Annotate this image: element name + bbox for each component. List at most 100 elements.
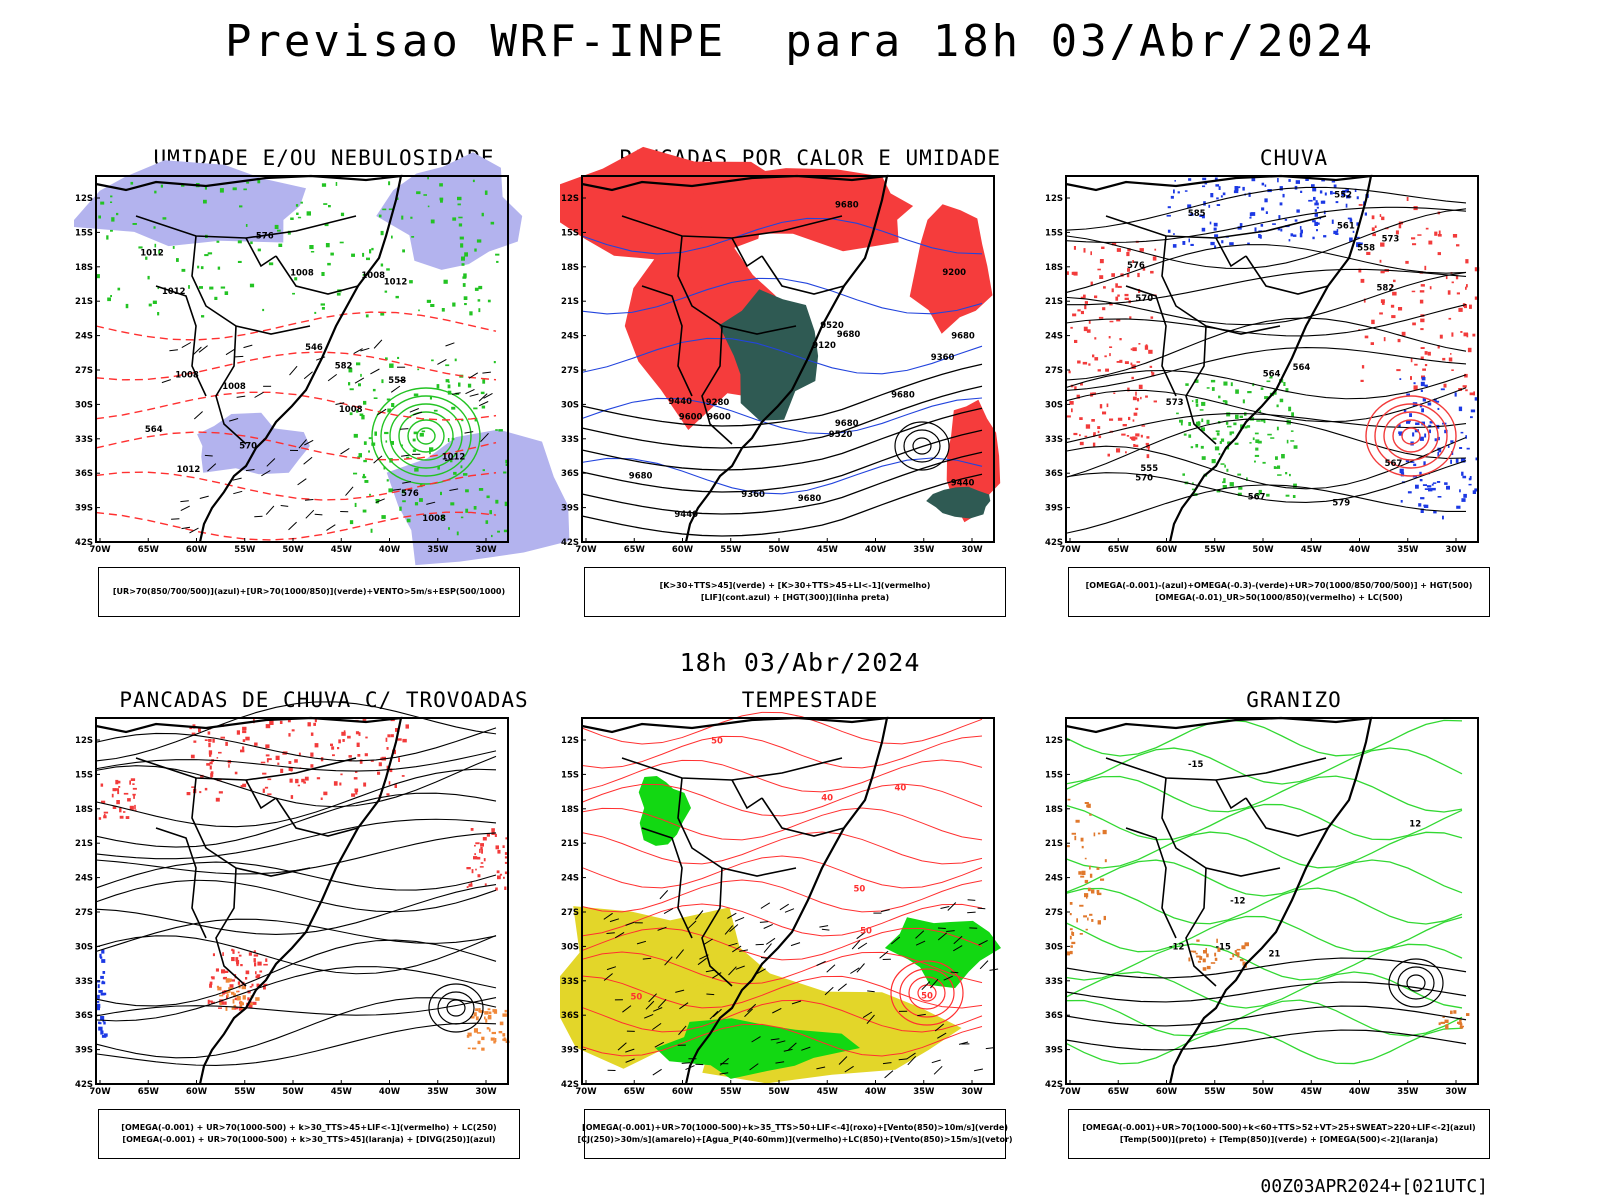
wind-850-vector: [735, 965, 745, 970]
wind-850-vector: [879, 950, 889, 959]
humidity-low-cell: [154, 190, 157, 194]
rain-cell: [1069, 401, 1074, 405]
temp-850-contour: [1065, 915, 1463, 953]
lon-tick-label: 70W: [575, 1087, 597, 1097]
lat-tick-label: 42S: [1045, 1080, 1063, 1090]
omega-500-cell: [1190, 950, 1194, 953]
rain-omega-cell: [1316, 206, 1319, 209]
rain-omega-cell: [1299, 226, 1302, 230]
rain-cell: [1153, 400, 1157, 403]
humidity-low-cell: [413, 431, 418, 435]
storm-cell: [242, 783, 247, 788]
humidity-low-cell: [154, 243, 157, 248]
storm-cell: [313, 722, 316, 726]
storm-cell: [123, 792, 129, 795]
wind-850-vector: [779, 903, 789, 911]
wind-850-vector: [824, 986, 834, 996]
rain-strong-cell: [1289, 473, 1291, 477]
storm-cell: [249, 986, 253, 988]
storm-cell: [386, 765, 389, 771]
state-border: [275, 255, 359, 295]
humidity-low-cell: [441, 515, 444, 519]
wind-vector: [464, 431, 474, 434]
rain-cell: [1451, 281, 1454, 284]
storm-orange-cell: [481, 1047, 485, 1051]
storm-cell: [218, 751, 222, 754]
rain-strong-cell: [1273, 466, 1276, 469]
humidity-low-cell: [152, 300, 157, 304]
rain-cell: [1450, 353, 1452, 355]
lat-tick-label: 33S: [561, 435, 579, 445]
precipitable-water-contour: [581, 879, 983, 913]
lat-tick-label: 39S: [75, 1046, 93, 1056]
humidity-low-cell: [294, 277, 298, 281]
contour-label: 1008: [175, 370, 199, 380]
storm-cell: [466, 886, 469, 889]
omega-500-cell: [1084, 879, 1089, 884]
streamline-250: [95, 966, 497, 1022]
humidity-low-cell: [216, 240, 220, 243]
humidity-low-cell: [176, 258, 179, 262]
rain-omega-cell: [1472, 490, 1476, 494]
rain-cell: [1097, 430, 1100, 434]
wind-850-vector: [862, 1011, 873, 1019]
storm-cell: [484, 883, 487, 886]
lat-tick-label: 30S: [561, 942, 579, 952]
humidity-low-cell: [296, 212, 299, 215]
rain-cell: [1066, 415, 1071, 418]
rain-omega-cell: [1405, 459, 1410, 463]
rain-omega-cell: [1429, 421, 1433, 424]
humidity-low-cell: [268, 262, 274, 266]
wind-850-vector: [653, 1007, 663, 1012]
rain-cell: [1371, 319, 1375, 325]
rain-strong-cell: [1225, 421, 1229, 425]
omega-500-cell: [1076, 918, 1078, 923]
omega-500-cell: [1085, 928, 1088, 931]
contour-label: 9280: [706, 398, 730, 408]
storm-cell: [253, 954, 259, 957]
rain-omega-cell: [1313, 196, 1316, 201]
lat-tick-label: 24S: [561, 332, 579, 342]
humidity-low-cell: [381, 515, 386, 519]
rain-cell: [1411, 237, 1416, 240]
humidity-low-cell: [201, 315, 205, 318]
state-border: [1185, 325, 1217, 445]
humidity-low-cell: [436, 384, 440, 389]
storm-cell: [288, 733, 291, 737]
rain-omega-cell: [1242, 186, 1245, 191]
storm-cell: [206, 763, 211, 766]
rain-strong-cell: [1279, 398, 1284, 403]
storm-cell: [310, 732, 314, 736]
rain-omega-cell: [1423, 461, 1426, 466]
rain-cell: [1145, 395, 1148, 398]
humidity-low-cell: [368, 450, 370, 453]
storm-cell: [248, 1003, 253, 1009]
storm-orange-cell: [488, 1011, 492, 1015]
lon-tick-label: 50W: [768, 1087, 790, 1097]
wind-vector: [261, 470, 271, 477]
rain-omega-cell: [1215, 184, 1220, 187]
rain-cell: [1380, 242, 1385, 247]
wind-850-vector: [775, 1061, 785, 1064]
wind-850-vector: [974, 1068, 983, 1072]
storm-cell: [301, 778, 305, 783]
wind-vector: [353, 348, 363, 355]
rain-strong-cell: [1176, 412, 1179, 415]
height-300-contour: [581, 429, 983, 493]
humidity-low-cell: [451, 406, 456, 410]
humidity-low-cell: [209, 286, 214, 290]
storm-cell: [119, 807, 122, 813]
storm-divergence-cell: [100, 992, 105, 996]
rain-strong-cell: [1249, 442, 1252, 444]
rain-omega-cell: [1324, 192, 1327, 196]
wind-850-vector: [898, 1058, 908, 1061]
rain-cell: [1451, 332, 1454, 337]
rain-strong-cell: [1215, 430, 1220, 432]
rain-omega-cell: [1419, 436, 1424, 441]
lat-tick-label: 27S: [561, 908, 579, 918]
rain-cell: [1073, 432, 1078, 436]
storm-divergence-cell: [98, 990, 103, 993]
wind-850-vector: [756, 968, 766, 975]
height-low: [912, 437, 932, 455]
contour-label: -15: [1216, 942, 1231, 952]
